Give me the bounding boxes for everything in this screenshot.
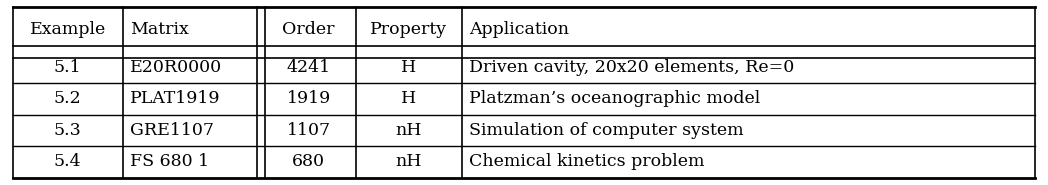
Text: 5.2: 5.2 xyxy=(53,90,82,107)
Text: Matrix: Matrix xyxy=(130,21,189,38)
Text: E20R0000: E20R0000 xyxy=(130,59,222,76)
Text: 5.4: 5.4 xyxy=(54,153,82,170)
Text: H: H xyxy=(401,90,416,107)
Text: GRE1107: GRE1107 xyxy=(130,122,214,139)
Text: 4241: 4241 xyxy=(286,59,331,76)
Text: 5.3: 5.3 xyxy=(53,122,82,139)
Text: 1107: 1107 xyxy=(286,122,331,139)
Text: FS 680 1: FS 680 1 xyxy=(130,153,210,170)
Text: 1919: 1919 xyxy=(286,90,331,107)
Text: Simulation of computer system: Simulation of computer system xyxy=(468,122,743,139)
Text: Driven cavity, 20x20 elements, Re=0: Driven cavity, 20x20 elements, Re=0 xyxy=(468,59,794,76)
Text: Property: Property xyxy=(370,21,447,38)
Text: PLAT1919: PLAT1919 xyxy=(130,90,221,107)
Text: Application: Application xyxy=(468,21,569,38)
Text: Platzman’s oceanographic model: Platzman’s oceanographic model xyxy=(468,90,760,107)
Text: Order: Order xyxy=(283,21,335,38)
Text: nH: nH xyxy=(396,153,422,170)
Text: H: H xyxy=(401,59,416,76)
Text: 5.1: 5.1 xyxy=(54,59,82,76)
Text: 680: 680 xyxy=(292,153,325,170)
Text: Example: Example xyxy=(29,21,106,38)
Text: nH: nH xyxy=(396,122,422,139)
Text: Chemical kinetics problem: Chemical kinetics problem xyxy=(468,153,704,170)
